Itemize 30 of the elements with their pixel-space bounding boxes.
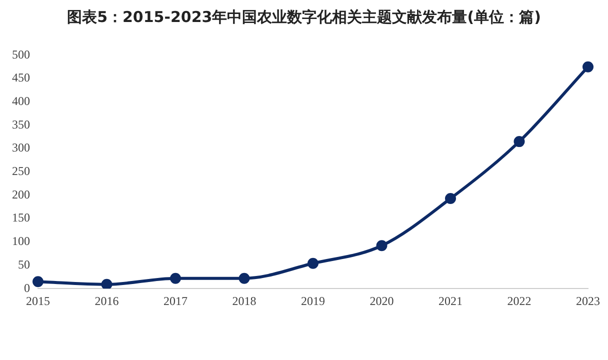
- point: [238, 272, 250, 284]
- x-tick-label: 2017: [164, 294, 188, 308]
- x-tick-label: 2018: [232, 294, 256, 308]
- point: [582, 61, 594, 72]
- y-tick-label: 100: [12, 234, 30, 248]
- x-tick-label: 2019: [301, 294, 325, 308]
- x-tick-label: 2021: [438, 294, 462, 308]
- y-tick-label: 50: [18, 257, 30, 272]
- y-tick-label: 400: [12, 94, 30, 108]
- point: [32, 276, 44, 288]
- x-tick-label: 2020: [370, 294, 394, 308]
- x-tick-label: 2016: [94, 294, 119, 308]
- y-tick-label: 0: [24, 280, 30, 295]
- point: [170, 272, 181, 284]
- y-tick-label: 200: [12, 187, 30, 202]
- y-tick-label: 250: [12, 164, 30, 178]
- chart-title: 图表5：2015-2023年中国农业数字化相关主题文献发布量(单位：篇): [66, 8, 542, 27]
- x-tick-label: 2022: [507, 294, 532, 308]
- y-tick-label: 350: [12, 117, 30, 132]
- point: [101, 278, 112, 289]
- y-tick-label: 450: [12, 70, 30, 85]
- x-tick-label: 2015: [26, 294, 50, 308]
- point: [445, 193, 456, 204]
- y-tick-label: 500: [12, 47, 30, 62]
- point: [514, 136, 525, 148]
- y-tick-label: 150: [12, 210, 30, 225]
- x-tick-label: 2023: [576, 294, 600, 308]
- y-tick-label: 300: [12, 140, 30, 155]
- point: [308, 258, 318, 269]
- point: [376, 240, 388, 252]
